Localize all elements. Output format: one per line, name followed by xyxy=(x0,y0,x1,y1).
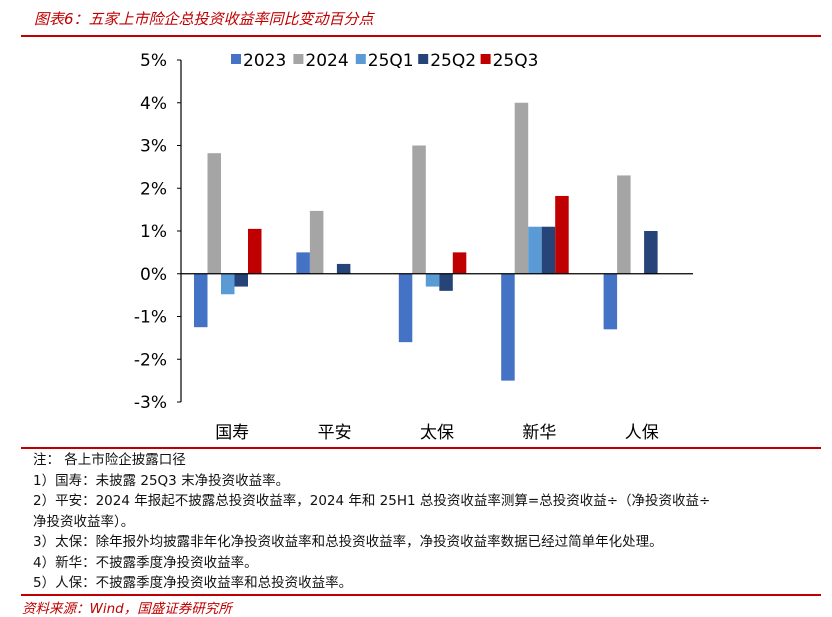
y-tick-label: -2% xyxy=(134,350,167,370)
bar-25Q1-太保 xyxy=(425,273,440,287)
source-text: 资料来源：Wind，国盛证券研究所 xyxy=(22,601,232,617)
bar-2023-太保 xyxy=(398,273,413,343)
bar-2024-新华 xyxy=(514,102,529,274)
bar-25Q2-新华 xyxy=(541,226,556,274)
notes: 注： 各上市险企披露口径 1）国寿：未披露 25Q3 末净投资收益率。 2）平安… xyxy=(33,450,710,594)
legend-swatch-25Q1 xyxy=(355,54,366,64)
x-tick-label: 新华 xyxy=(522,423,556,443)
bar-25Q2-人保 xyxy=(644,231,658,274)
y-tick-label: 1% xyxy=(140,222,167,242)
bar-2023-人保 xyxy=(603,273,618,330)
legend-label: 25Q2 xyxy=(430,51,476,71)
bar-25Q3-太保 xyxy=(452,252,467,274)
bar-2024-平安 xyxy=(309,210,324,274)
y-tick-label: -3% xyxy=(134,393,167,413)
bar-2024-人保 xyxy=(617,175,631,274)
bar-25Q3-新华 xyxy=(555,195,569,274)
bar-25Q1-国寿 xyxy=(221,273,235,295)
bar-2024-太保 xyxy=(412,145,426,274)
x-tick-label: 太保 xyxy=(420,423,454,443)
x-tick-label: 人保 xyxy=(625,423,659,443)
y-tick-label: 5% xyxy=(140,51,167,71)
bar-2023-国寿 xyxy=(194,273,208,328)
figure-title: 图表6：五家上市险企总投资收益率同比变动百分点 xyxy=(34,10,374,28)
y-tick-label: 2% xyxy=(140,179,167,199)
bar-2024-国寿 xyxy=(207,153,221,274)
legend-label: 2024 xyxy=(305,51,348,71)
bar-25Q2-国寿 xyxy=(234,273,248,287)
note-line: 5）人保：不披露季度净投资收益率和总投资收益率。 xyxy=(33,575,353,591)
legend-swatch-25Q3 xyxy=(480,54,491,64)
bar-25Q2-太保 xyxy=(439,273,453,291)
bar-2023-新华 xyxy=(501,273,515,381)
legend-label: 25Q3 xyxy=(493,51,539,71)
bar-25Q3-国寿 xyxy=(248,228,262,274)
note-line: 3）太保：除年报外均披露非年化净投资收益率和总投资收益率，净投资收益率数据已经过… xyxy=(33,534,663,550)
note-line: 注： 各上市险企披露口径 xyxy=(33,452,186,468)
y-tick-label: 3% xyxy=(140,137,167,157)
legend-swatch-2023 xyxy=(231,54,241,64)
bar-2023-平安 xyxy=(296,252,310,274)
bar-25Q1-新华 xyxy=(528,226,542,274)
bar-25Q2-平安 xyxy=(336,263,351,274)
x-tick-label: 国寿 xyxy=(215,423,249,443)
note-line: 4）新华：不披露季度净投资收益率。 xyxy=(33,554,258,571)
legend-swatch-25Q2 xyxy=(418,54,429,64)
y-tick-label: 0% xyxy=(140,265,167,285)
bar-chart: 5% 4% 3% 2% 1% 0% -1% -2% -3% 国寿 平安 太保 新华 人保 2023 2024 2… xyxy=(134,51,693,443)
legend-label: 2023 xyxy=(243,51,286,71)
legend-label: 25Q1 xyxy=(368,51,414,71)
y-tick-label: 4% xyxy=(140,94,167,114)
legend-swatch-2024 xyxy=(293,54,304,64)
note-line: 净投资收益率）。 xyxy=(33,513,135,530)
note-line: 1）国寿：未披露 25Q3 末净投资收益率。 xyxy=(33,472,290,489)
notes-divider xyxy=(21,447,821,449)
note-line: 2）平安：2024 年报起不披露总投资收益率，2024 年和 25H1 总投资收… xyxy=(33,493,711,509)
y-tick-label: -1% xyxy=(134,308,167,328)
source-divider xyxy=(21,594,821,596)
title-divider xyxy=(21,35,821,37)
x-tick-label: 平安 xyxy=(318,423,352,443)
